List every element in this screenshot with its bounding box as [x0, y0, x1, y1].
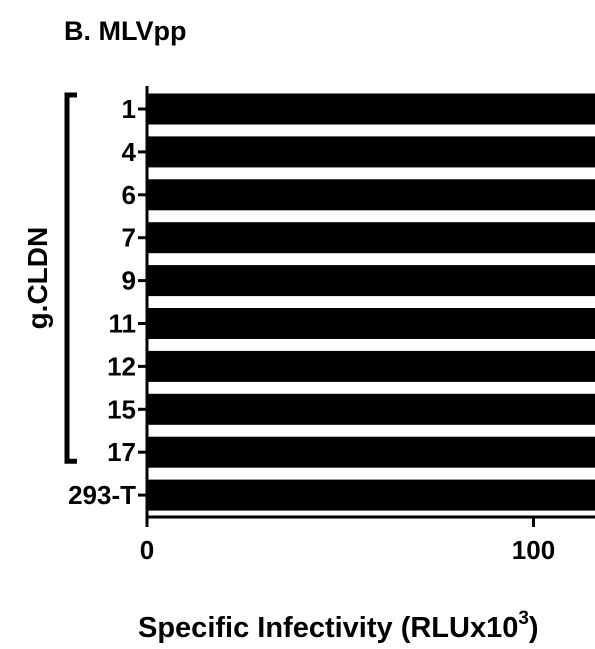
bar-7	[147, 222, 595, 254]
bar-6	[147, 179, 595, 211]
chart-title: B. MLVpp	[64, 16, 186, 46]
bar-17	[147, 436, 595, 468]
category-label-15: 15	[107, 394, 136, 424]
category-label-12: 12	[107, 351, 136, 381]
x-tick-label-0: 0	[140, 535, 154, 565]
category-label-293-T: 293-T	[68, 480, 136, 510]
category-label-17: 17	[107, 437, 136, 467]
category-label-11: 11	[109, 309, 137, 339]
category-label-9: 9	[122, 266, 136, 296]
x-tick-label-100: 100	[512, 535, 555, 565]
bar-4	[147, 136, 595, 168]
bar-15	[147, 393, 595, 425]
group-label: g.CLDN	[22, 227, 53, 330]
bar-293-T	[147, 479, 595, 511]
category-label-7: 7	[122, 223, 136, 253]
category-label-1: 1	[122, 94, 136, 124]
bar-11	[147, 308, 595, 339]
axes-group: 0100200300400	[138, 86, 595, 565]
bar-9	[147, 265, 595, 297]
bracket-line	[64, 92, 77, 464]
category-label-4: 4	[122, 137, 137, 167]
x-axis-label: Specific Infectivity (RLUx103)	[138, 608, 539, 644]
bar-1	[147, 93, 595, 125]
bar-12	[147, 350, 595, 382]
category-labels-group: 1 4 6 7 9 11 12 15 17 293-T	[68, 94, 136, 510]
category-label-6: 6	[122, 180, 136, 210]
bars-group	[147, 93, 595, 511]
group-bracket: g.CLDN	[22, 92, 77, 464]
